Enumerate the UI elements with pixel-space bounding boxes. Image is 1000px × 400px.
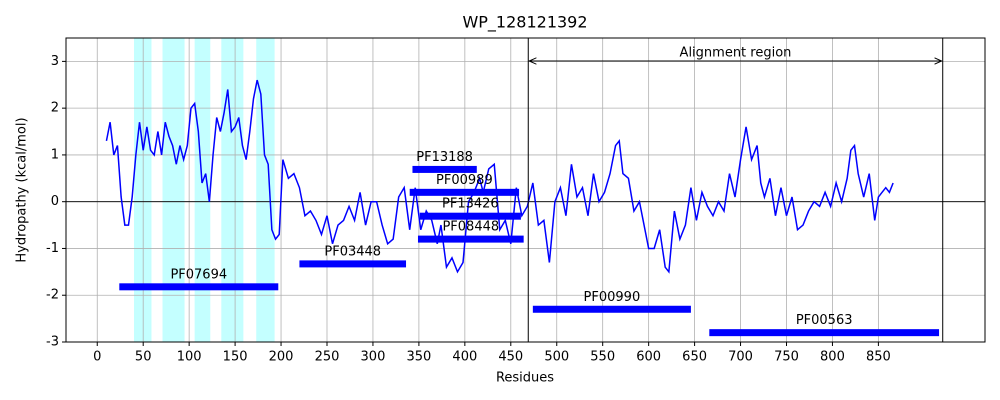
- x-tick-label: 250: [315, 350, 340, 365]
- domain-label: PF03448: [324, 244, 381, 259]
- x-tick-label: 500: [544, 350, 569, 365]
- x-tick-label: 450: [498, 350, 523, 365]
- transmembrane-region: [134, 38, 152, 342]
- domain-label: PF00989: [436, 173, 493, 188]
- y-tick-label: 2: [51, 101, 59, 116]
- domain-label: PF08448: [442, 220, 499, 235]
- chart-title: WP_128121392: [462, 13, 587, 33]
- x-tick-label: 750: [774, 350, 799, 365]
- domain-bar: [532, 305, 691, 313]
- y-tick-label: 0: [51, 194, 59, 209]
- x-tick-label: 50: [135, 350, 152, 365]
- domain-label: PF13188: [416, 150, 473, 165]
- x-tick-label: 550: [590, 350, 615, 365]
- x-tick-label: 300: [361, 350, 386, 365]
- domain-label: PF00563: [796, 313, 853, 328]
- x-tick-label: 800: [820, 350, 845, 365]
- transmembrane-region: [194, 38, 211, 342]
- domain-bar: [417, 235, 524, 243]
- y-tick-label: -3: [46, 335, 59, 350]
- hydropathy-line: [105, 79, 894, 274]
- x-tick-label: 150: [223, 350, 248, 365]
- x-tick-label: 700: [728, 350, 753, 365]
- x-tick-label: 650: [682, 350, 707, 365]
- domain-label: PF13426: [442, 197, 499, 212]
- y-axis-label: Hydropathy (kcal/mol): [15, 117, 30, 262]
- y-tick-label: -1: [46, 241, 59, 256]
- domain-label: PF00990: [584, 290, 641, 305]
- alignment-label: Alignment region: [680, 46, 792, 61]
- domain-bar: [412, 165, 477, 173]
- y-tick-label: -2: [46, 288, 59, 303]
- domain-bar: [119, 283, 279, 291]
- transmembrane-region: [256, 38, 275, 342]
- x-tick-label: 100: [177, 350, 202, 365]
- y-tick-label: 1: [51, 147, 59, 162]
- domain-bar: [299, 260, 407, 268]
- y-tick-label: 3: [51, 54, 59, 69]
- domain-bar: [709, 329, 940, 337]
- x-tick-label: 0: [93, 350, 101, 365]
- x-tick-label: 400: [452, 350, 477, 365]
- x-tick-label: 200: [269, 350, 294, 365]
- x-tick-label: 600: [636, 350, 661, 365]
- x-tick-label: 850: [866, 350, 891, 365]
- domain-bar: [419, 212, 521, 220]
- x-tick-label: 350: [406, 350, 431, 365]
- x-axis-label: Residues: [496, 371, 554, 386]
- transmembrane-region: [221, 38, 244, 342]
- domain-label: PF07694: [170, 267, 227, 282]
- transmembrane-region: [162, 38, 185, 342]
- domain-bar: [409, 188, 520, 196]
- plot-frame: [65, 37, 986, 343]
